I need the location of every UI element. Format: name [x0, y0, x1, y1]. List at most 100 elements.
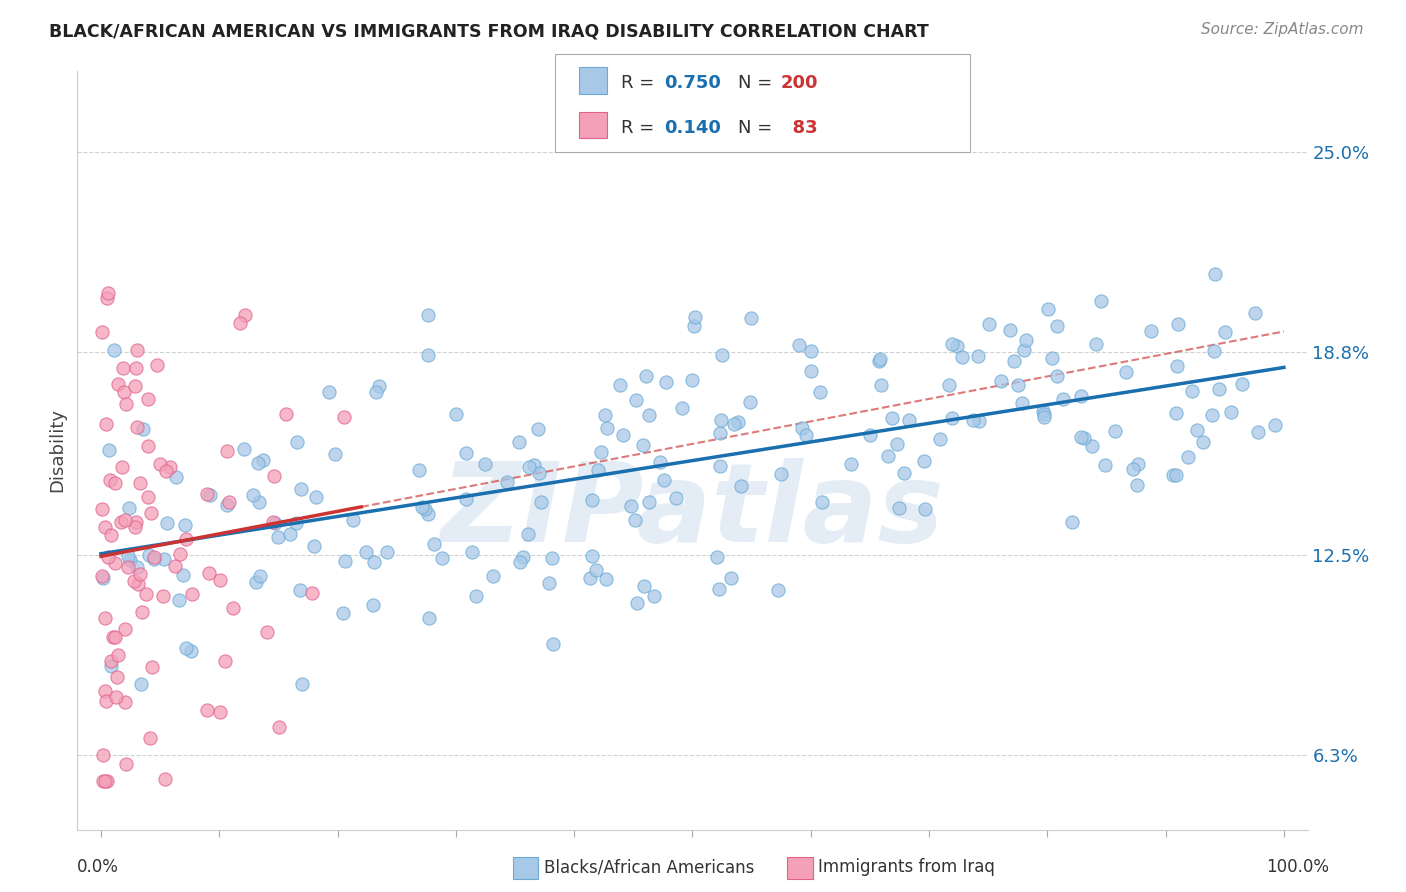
- Point: [707, 582, 730, 596]
- Point: [285, 434, 308, 449]
- Point: [977, 317, 1000, 331]
- Point: [966, 349, 988, 363]
- Text: Immigrants from Iraq: Immigrants from Iraq: [818, 858, 995, 876]
- Point: [94, 611, 117, 625]
- Point: [1202, 344, 1225, 359]
- Point: [366, 385, 388, 400]
- Point: [465, 589, 488, 603]
- Point: [1243, 305, 1265, 319]
- Point: [375, 545, 398, 559]
- Point: [1045, 319, 1067, 334]
- Point: [131, 605, 153, 619]
- Point: [138, 548, 160, 562]
- Point: [129, 566, 152, 581]
- Point: [101, 631, 124, 645]
- Point: [232, 442, 254, 456]
- Point: [284, 516, 307, 530]
- Point: [127, 420, 149, 434]
- Point: [456, 492, 478, 507]
- Point: [671, 401, 693, 416]
- Point: [247, 495, 270, 509]
- Text: N =: N =: [738, 119, 778, 136]
- Point: [153, 772, 176, 786]
- Point: [1070, 389, 1092, 403]
- Point: [152, 589, 174, 603]
- Point: [142, 552, 165, 566]
- Point: [91, 774, 114, 789]
- Point: [1007, 378, 1029, 392]
- Point: [267, 530, 290, 544]
- Point: [264, 516, 287, 530]
- Point: [683, 310, 706, 325]
- Point: [768, 583, 790, 598]
- Text: 100.0%: 100.0%: [1265, 858, 1329, 876]
- Point: [523, 458, 546, 472]
- Point: [165, 470, 187, 484]
- Point: [624, 393, 647, 408]
- Point: [110, 515, 132, 529]
- Point: [914, 502, 936, 516]
- Point: [789, 338, 811, 352]
- Point: [530, 494, 553, 508]
- Point: [135, 587, 157, 601]
- Point: [496, 475, 519, 489]
- Point: [581, 549, 603, 563]
- Point: [218, 494, 240, 508]
- Point: [626, 596, 648, 610]
- Point: [681, 373, 703, 387]
- Point: [94, 519, 117, 533]
- Point: [323, 447, 346, 461]
- Text: 200: 200: [780, 74, 818, 92]
- Point: [163, 558, 186, 573]
- Point: [527, 466, 550, 480]
- Point: [633, 438, 655, 452]
- Point: [1115, 365, 1137, 379]
- Point: [811, 495, 834, 509]
- Point: [710, 413, 733, 427]
- Point: [129, 677, 152, 691]
- Point: [800, 343, 823, 358]
- Point: [868, 354, 890, 368]
- Point: [800, 364, 823, 378]
- Point: [446, 407, 468, 421]
- Point: [637, 408, 659, 422]
- Point: [174, 518, 197, 533]
- Point: [111, 361, 134, 376]
- Point: [105, 670, 128, 684]
- Point: [585, 563, 607, 577]
- Point: [195, 703, 218, 717]
- Point: [1104, 424, 1126, 438]
- Point: [90, 325, 112, 339]
- Point: [125, 343, 148, 357]
- Point: [332, 606, 354, 620]
- Point: [543, 637, 565, 651]
- Point: [242, 488, 264, 502]
- Point: [408, 462, 430, 476]
- Point: [517, 460, 540, 475]
- Point: [790, 421, 813, 435]
- Point: [198, 488, 221, 502]
- Text: Source: ZipAtlas.com: Source: ZipAtlas.com: [1201, 22, 1364, 37]
- Point: [132, 422, 155, 436]
- Point: [423, 536, 446, 550]
- Point: [482, 569, 505, 583]
- Point: [1094, 458, 1116, 472]
- Point: [938, 378, 960, 392]
- Point: [1191, 434, 1213, 449]
- Point: [262, 515, 284, 529]
- Point: [149, 457, 172, 471]
- Point: [1073, 431, 1095, 445]
- Point: [914, 454, 936, 468]
- Point: [304, 539, 326, 553]
- Point: [1046, 368, 1069, 383]
- Point: [256, 624, 278, 639]
- Point: [1032, 409, 1054, 424]
- Point: [509, 555, 531, 569]
- Point: [246, 456, 269, 470]
- Point: [1036, 301, 1059, 316]
- Point: [333, 554, 356, 568]
- Point: [643, 590, 665, 604]
- Point: [169, 547, 191, 561]
- Point: [276, 407, 298, 421]
- Point: [415, 501, 437, 516]
